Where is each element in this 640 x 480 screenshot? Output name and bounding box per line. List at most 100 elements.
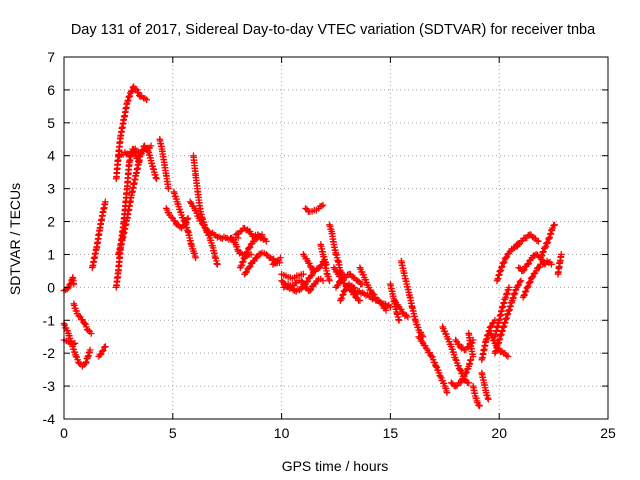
s38-marker-2-1 xyxy=(457,378,465,386)
s41-point-3 xyxy=(476,402,483,410)
s47-marker-1-1 xyxy=(498,263,506,270)
s52-point-0 xyxy=(539,261,547,268)
x-tick-label-3: 15 xyxy=(383,425,399,441)
s51-marker-0-4 xyxy=(540,248,547,255)
s51-point-1 xyxy=(541,244,549,252)
x-tick-labels: 0 5 10 15 20 25 xyxy=(60,425,616,441)
y-tick-label-5: 1 xyxy=(47,246,55,262)
s12-marker-3-2 xyxy=(176,223,184,231)
s34-point-3 xyxy=(404,313,412,321)
s30-marker-0-2 xyxy=(338,294,346,302)
s36-point-4 xyxy=(432,363,440,370)
x-tick-label-2: 10 xyxy=(274,425,290,441)
axis-ticks xyxy=(63,56,609,420)
s49-point-1 xyxy=(519,267,527,275)
s22-point-0 xyxy=(278,277,285,285)
s4-point-5 xyxy=(87,330,95,337)
s49-marker-1-1 xyxy=(520,266,528,274)
s19-point-1 xyxy=(245,264,253,271)
s18-point-1 xyxy=(241,254,248,262)
s21-point-5 xyxy=(300,270,307,278)
s23-point-9 xyxy=(319,277,327,285)
s2-point-8 xyxy=(86,346,94,354)
s10-point-6 xyxy=(147,142,155,150)
s5-point-1 xyxy=(98,348,106,355)
s6-point-4 xyxy=(102,198,109,206)
s29-point-5 xyxy=(354,277,362,285)
s26-point-2 xyxy=(322,261,330,268)
s5-point-2 xyxy=(102,343,109,350)
s50-marker-0-2 xyxy=(521,291,528,299)
s47-point-1 xyxy=(498,264,505,271)
x-tick-label-1: 5 xyxy=(169,425,177,441)
y-axis-label: SDTVAR / TECUs xyxy=(7,183,23,295)
s50-marker-0-4 xyxy=(522,287,530,295)
s1-marker-1-1 xyxy=(65,284,72,292)
s18-point-5 xyxy=(258,231,266,239)
y-tick-label-6: 2 xyxy=(47,214,55,230)
s14-point-9 xyxy=(214,261,221,268)
s4-point-4 xyxy=(84,326,92,334)
s3-point-3 xyxy=(71,340,79,347)
s28-point-6 xyxy=(356,297,364,304)
y-tick-label-2: -2 xyxy=(43,345,56,361)
s19-marker-3-2 xyxy=(257,250,264,258)
y-tick-label-11: 7 xyxy=(47,49,55,65)
s46-point-6 xyxy=(517,277,525,285)
s29-point-6 xyxy=(358,280,366,288)
x-tick-label-5: 25 xyxy=(600,425,616,441)
s47-marker-1-4 xyxy=(500,258,508,266)
s19-marker-0-2 xyxy=(243,268,251,276)
s33-point-4 xyxy=(395,316,403,324)
s30-point-1 xyxy=(341,287,349,294)
y-tick-label-7: 3 xyxy=(47,181,55,197)
s51-marker-0-2 xyxy=(538,252,546,259)
s18-marker-1-1 xyxy=(242,253,249,260)
s23-point-5 xyxy=(302,284,309,291)
x-tick-label-4: 20 xyxy=(491,425,507,441)
s13-point-7 xyxy=(192,254,199,262)
s44-point-4 xyxy=(504,353,512,360)
y-tick-label-8: 4 xyxy=(47,148,55,164)
y-tick-label-9: 5 xyxy=(47,115,55,131)
s24-point-4 xyxy=(319,201,327,209)
s1-point-1 xyxy=(63,285,71,293)
s5-marker-1-1 xyxy=(99,347,107,354)
chart-title: Day 131 of 2017, Sidereal Day-to-day VTE… xyxy=(71,22,596,38)
s45-point-4 xyxy=(505,284,513,291)
x-tick-label-0: 0 xyxy=(60,425,68,441)
s25-point-7 xyxy=(326,277,333,285)
s10-marker-2-1 xyxy=(127,151,134,159)
s43-marker-2-1 xyxy=(488,322,495,330)
s23-point-4 xyxy=(297,277,305,285)
s47-marker-2-1 xyxy=(503,253,511,261)
s50-point-1 xyxy=(524,284,531,291)
s31-point-6 xyxy=(382,307,390,314)
s24-marker-3-2 xyxy=(318,202,325,210)
s50-marker-1-1 xyxy=(524,282,532,290)
s18-marker-1-4 xyxy=(244,248,251,256)
s18-marker-0-4 xyxy=(239,258,247,265)
s24-point-0 xyxy=(302,205,309,212)
s40-point-2 xyxy=(469,353,477,360)
y-tick-label-10: 6 xyxy=(47,82,55,98)
s50-marker-2-1 xyxy=(529,273,537,281)
s10-point-5 xyxy=(143,145,150,153)
s23-marker-6-1 xyxy=(307,286,315,293)
s20-point-0 xyxy=(269,261,277,268)
y-tick-label-1: -3 xyxy=(43,378,56,394)
s16-point-5 xyxy=(247,251,255,258)
s20-point-2 xyxy=(277,254,284,262)
s36-point-7 xyxy=(443,389,451,396)
s37-point-4 xyxy=(456,366,464,373)
s23-point-0 xyxy=(280,284,288,291)
s38-marker-3-3 xyxy=(463,368,470,376)
y-tick-label-0: -4 xyxy=(43,411,56,427)
s53-point-3 xyxy=(557,251,565,258)
s9-point-9 xyxy=(153,175,160,183)
y-tick-label-3: -1 xyxy=(43,312,56,328)
s38-point-0 xyxy=(448,379,455,387)
s49-point-0 xyxy=(515,264,523,271)
s19-marker-1-1 xyxy=(246,263,254,270)
